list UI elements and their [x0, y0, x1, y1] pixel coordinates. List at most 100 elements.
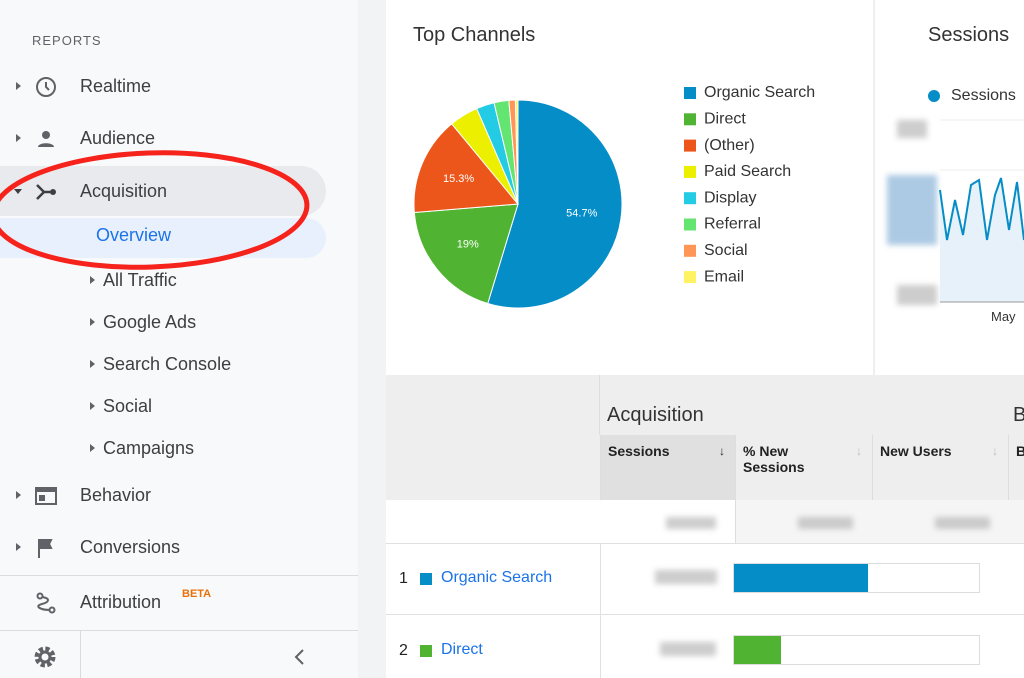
group-label: Acquisition [607, 404, 704, 426]
icon [38, 131, 54, 147]
row-swatch [420, 645, 432, 657]
slice-label: 54.7% [566, 207, 597, 219]
icon [36, 592, 56, 614]
divider [735, 500, 736, 543]
sidebar: REPORTS Realtime Audience Acquisition Ov… [0, 0, 358, 678]
nav-label: Conversions [80, 537, 181, 557]
divider [386, 543, 1024, 544]
column-label: Sessions [608, 443, 670, 459]
pie-slice [487, 99, 623, 309]
nav-label: Social [103, 396, 153, 416]
blurred [897, 285, 937, 305]
legend-swatch [684, 139, 696, 152]
nav-label: Realtime [80, 76, 152, 96]
bar-track [733, 563, 980, 593]
legend-label: Social [704, 242, 748, 259]
selected-bg [0, 218, 326, 258]
row-rank: 2 [399, 642, 408, 659]
nav-label: All Traffic [103, 270, 177, 290]
pie-slice [413, 123, 519, 214]
legend-swatch [684, 113, 696, 126]
annotation [0, 150, 310, 270]
card-title: Sessions [928, 24, 1010, 46]
legend-label: Direct [704, 111, 746, 128]
sort-arrow: ↓ [856, 444, 862, 458]
divider [386, 614, 1024, 615]
x-label: May [991, 309, 1016, 324]
legend-dot [928, 90, 940, 102]
blurred [935, 517, 990, 529]
group-label: B [1013, 404, 1024, 426]
column-header[interactable]: B [1008, 435, 1024, 500]
nav-acquisition[interactable]: Acquisition [0, 176, 330, 206]
column-header[interactable]: New Users ↓ [872, 435, 1008, 500]
divider [0, 575, 358, 576]
nav-label: Search Console [103, 354, 232, 374]
blurred [897, 120, 927, 138]
bar [734, 636, 781, 664]
pie-slice [413, 203, 519, 305]
settings-icon[interactable] [33, 645, 57, 669]
legend-label: Organic Search [704, 84, 815, 101]
slice-label: 19% [457, 238, 479, 250]
legend-label: Sessions [951, 87, 1016, 104]
legend-label: Referral [704, 216, 761, 233]
pie-chart: 54.7% 19% 15.3% Organic Search Direct (Other)… [413, 84, 815, 309]
nav-label: Campaigns [103, 438, 195, 458]
icon [36, 77, 56, 97]
nav-conversions[interactable]: Conversions [0, 532, 330, 562]
row-channel[interactable]: Organic Search [441, 569, 553, 586]
legend-label: (Other) [704, 137, 755, 154]
reports-heading: REPORTS [32, 33, 102, 48]
sort-arrow: ↓ [719, 444, 725, 458]
icon [36, 184, 56, 200]
legend-swatch [684, 218, 696, 231]
blurred [798, 517, 853, 529]
column-header[interactable]: % New Sessions ↓ [735, 435, 872, 500]
legend-label: Paid Search [704, 163, 791, 180]
legend-swatch [684, 271, 696, 284]
card-title: Top Channels [413, 24, 536, 46]
nav-label: Behavior [80, 485, 152, 505]
slice-label: 15.3% [443, 173, 474, 185]
column-label: B [1016, 443, 1024, 459]
nav-attribution[interactable]: Attribution [0, 587, 330, 617]
column-label: New Users [880, 443, 952, 459]
row-rank: 1 [399, 570, 408, 587]
nav-label: Audience [80, 128, 156, 148]
divider [0, 630, 358, 631]
column-header[interactable]: Sessions ↓ [600, 435, 735, 500]
legend-swatch [684, 87, 696, 99]
sort-arrow: ↓ [992, 444, 998, 458]
nav-behavior[interactable]: Behavior [0, 480, 330, 510]
collapse-icon[interactable] [292, 648, 308, 666]
divider [80, 630, 81, 678]
bar [734, 564, 868, 592]
bar-track [733, 635, 980, 665]
nav-label: Attribution [80, 592, 162, 612]
nav-label: Google Ads [103, 312, 197, 332]
nav-overview[interactable]: Overview [96, 225, 172, 245]
legend-label: Display [704, 189, 756, 206]
nav-label: Acquisition [80, 181, 168, 201]
icon [38, 539, 53, 558]
nav-audience[interactable]: Audience [0, 123, 330, 153]
divider [600, 543, 601, 678]
legend-swatch [684, 244, 696, 257]
top-channels-card: Top Channels [386, 0, 873, 375]
legend-label: Email [704, 268, 744, 285]
beta-badge: BETA [182, 588, 212, 600]
legend-swatch [684, 165, 696, 178]
row-channel[interactable]: Direct [441, 641, 483, 658]
nav-realtime[interactable]: Realtime [0, 71, 330, 101]
totals-row [600, 500, 1024, 543]
expand-arrow [14, 189, 22, 194]
divider [873, 0, 875, 375]
blurred [666, 517, 716, 529]
blurred [660, 642, 716, 656]
blurred [887, 175, 937, 245]
sessions-chart [939, 119, 1024, 303]
table-group-header: Acquisition B [386, 375, 1024, 435]
blurred [655, 570, 717, 584]
